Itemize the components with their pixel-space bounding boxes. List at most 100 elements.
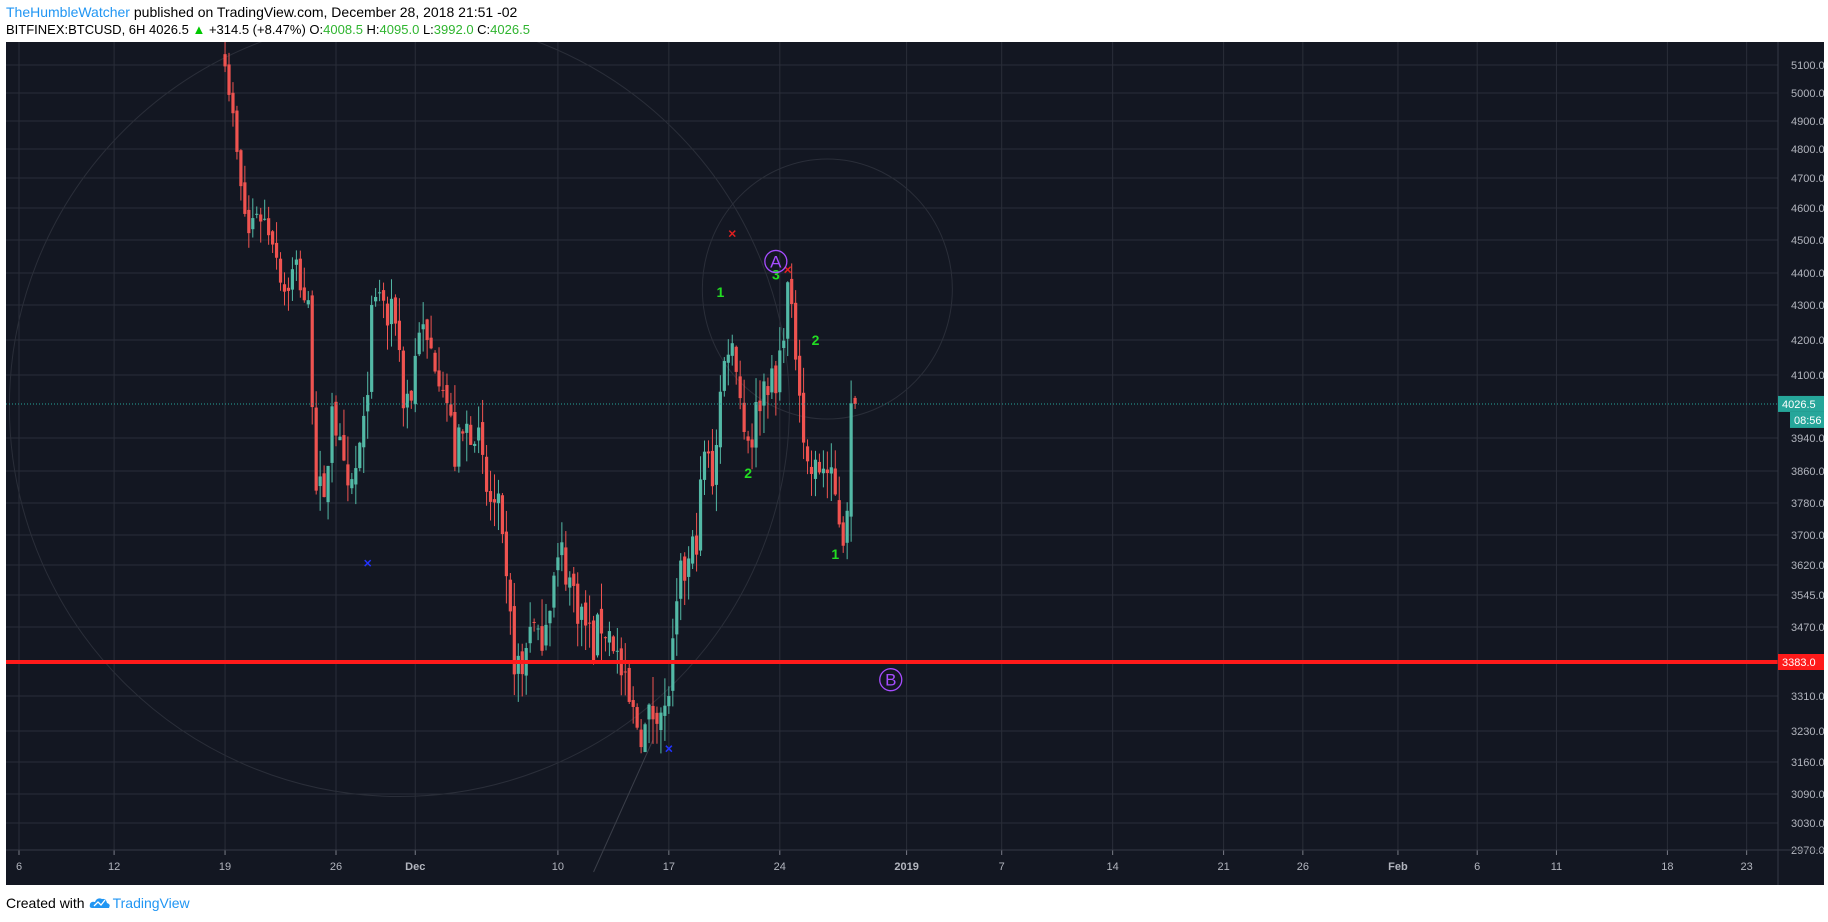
candle-body bbox=[738, 376, 742, 399]
candle-body bbox=[389, 298, 394, 325]
candle-body bbox=[825, 469, 829, 474]
candle-body bbox=[274, 242, 279, 258]
candle-body bbox=[801, 392, 806, 443]
candle bbox=[496, 479, 501, 531]
candle-body bbox=[770, 368, 774, 393]
candle-body bbox=[536, 628, 540, 630]
candle bbox=[659, 707, 663, 754]
candle bbox=[683, 552, 687, 606]
candle-body bbox=[500, 495, 505, 535]
candle bbox=[520, 643, 524, 697]
candle bbox=[770, 355, 774, 399]
candle-body bbox=[366, 395, 370, 412]
time-tick-label: 12 bbox=[108, 861, 120, 873]
x-marker-icon bbox=[364, 559, 372, 567]
candle bbox=[227, 52, 231, 102]
tradingview-link[interactable]: TradingView bbox=[89, 895, 190, 911]
candle bbox=[338, 423, 342, 441]
candle-body bbox=[354, 468, 358, 485]
price-axis[interactable]: 5100.0 5000.0 4900.0 4800.0 4700.0 4600.0 4500… bbox=[1777, 42, 1825, 885]
wave-label: 1 bbox=[831, 546, 839, 562]
candle bbox=[766, 377, 770, 419]
candle-body bbox=[790, 278, 794, 305]
candle bbox=[782, 328, 786, 364]
grid bbox=[6, 42, 1778, 851]
price-tick-label: 5100.0 bbox=[1791, 60, 1824, 72]
wave-label-circled: A bbox=[770, 252, 782, 271]
candle-body bbox=[477, 427, 481, 441]
price-tick-label: 4200.0 bbox=[1791, 335, 1824, 347]
candle bbox=[631, 686, 635, 724]
candle-body bbox=[532, 621, 536, 623]
candle-body bbox=[659, 712, 663, 731]
candle bbox=[298, 250, 302, 298]
candle-body bbox=[556, 557, 560, 571]
candle bbox=[350, 472, 354, 495]
candle bbox=[362, 396, 366, 474]
price-tick-label: 2970.0 bbox=[1791, 845, 1824, 857]
candle bbox=[667, 686, 671, 714]
candle-body bbox=[385, 303, 390, 326]
candle-body bbox=[544, 624, 548, 646]
last-price-tag-label: 4026.5 bbox=[1782, 399, 1816, 411]
candle-body bbox=[607, 631, 612, 643]
time-tick-label: 11 bbox=[1551, 861, 1562, 873]
candle bbox=[698, 456, 703, 556]
candle bbox=[377, 279, 382, 302]
candle-body bbox=[445, 385, 449, 404]
candle bbox=[615, 628, 619, 674]
price-tick-label: 4100.0 bbox=[1791, 370, 1824, 382]
low-value: 3992.0 bbox=[433, 22, 474, 37]
candle bbox=[675, 578, 679, 656]
candle-body bbox=[263, 218, 267, 220]
candle bbox=[370, 295, 374, 399]
up-arrow-icon: ▲ bbox=[192, 22, 206, 37]
candle-body bbox=[552, 575, 556, 608]
candle bbox=[492, 474, 497, 527]
price-change: +314.5 (+8.47%) bbox=[208, 22, 306, 37]
candle-body bbox=[829, 467, 833, 474]
candle bbox=[809, 450, 814, 496]
candle-body bbox=[259, 214, 263, 222]
candle bbox=[730, 334, 734, 366]
candles bbox=[223, 34, 857, 754]
candle-body bbox=[334, 401, 338, 436]
candle-body bbox=[742, 402, 746, 432]
price-tick-label: 3780.0 bbox=[1791, 498, 1824, 510]
wave-circle bbox=[879, 668, 903, 692]
candle-body bbox=[449, 404, 453, 416]
candle bbox=[247, 195, 251, 248]
candle-body bbox=[710, 450, 715, 487]
candle bbox=[302, 267, 306, 303]
candle bbox=[607, 621, 612, 657]
candle-body bbox=[540, 626, 544, 651]
candle-body bbox=[255, 213, 259, 215]
time-tick-label: 24 bbox=[774, 861, 786, 873]
time-tick-label: 6 bbox=[1474, 861, 1480, 873]
candle bbox=[484, 445, 489, 506]
x-marker-icon bbox=[665, 745, 673, 753]
candle bbox=[837, 476, 841, 528]
candle bbox=[421, 302, 425, 352]
time-tick-label: 23 bbox=[1741, 861, 1753, 873]
price-tick-label: 4600.0 bbox=[1791, 203, 1824, 215]
candle-body bbox=[370, 305, 374, 392]
candle-body bbox=[247, 209, 251, 234]
time-axis[interactable]: 6 12 19 26 Dec 10 17 24 2019 7 14 21 26 Feb 6 11 18 23 bbox=[6, 849, 1824, 873]
candle-body bbox=[227, 64, 231, 95]
candle bbox=[580, 603, 584, 647]
candle-body bbox=[730, 343, 734, 356]
candle bbox=[374, 288, 378, 307]
candle bbox=[457, 424, 461, 473]
candle bbox=[401, 346, 405, 427]
author-link[interactable]: TheHumbleWatcher bbox=[6, 4, 130, 20]
candle-body bbox=[453, 411, 457, 467]
candle-body bbox=[298, 258, 302, 291]
candle-body bbox=[679, 560, 683, 599]
time-tick-label: 10 bbox=[552, 861, 564, 873]
candle bbox=[259, 207, 263, 243]
candle bbox=[413, 338, 417, 413]
price-tick-label: 3545.0 bbox=[1791, 590, 1824, 602]
